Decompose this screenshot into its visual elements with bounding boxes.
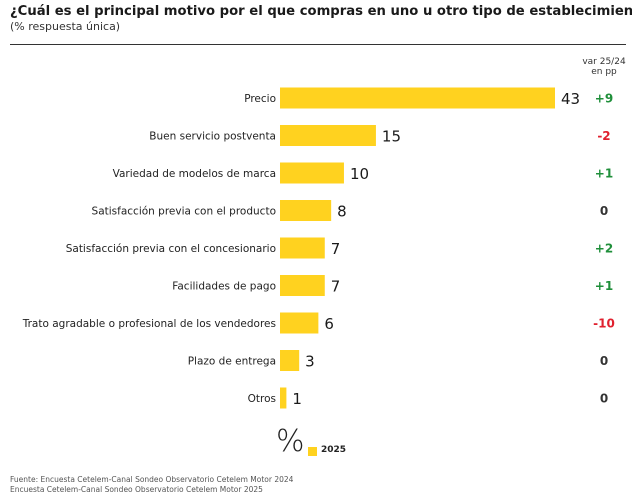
value-label: 15 xyxy=(382,128,401,146)
bar xyxy=(280,275,325,296)
variation-label: +1 xyxy=(595,279,613,293)
value-label: 10 xyxy=(350,165,369,183)
variation-label: +2 xyxy=(595,242,613,256)
variation-header-line2: en pp xyxy=(591,67,617,77)
chart-title: ¿Cuál es el principal motivo por el que … xyxy=(10,4,632,19)
value-label: 6 xyxy=(324,315,334,333)
category-label: Satisfacción previa con el concesionario xyxy=(66,243,276,255)
category-label: Buen servicio postventa xyxy=(149,131,276,143)
bar xyxy=(280,350,300,371)
bar xyxy=(280,237,325,259)
variation-header-line1: var 25/24 xyxy=(582,57,626,67)
source-note: Fuente: Encuesta Cetelem-Canal Sondeo Ob… xyxy=(10,475,293,495)
value-label: 43 xyxy=(561,90,580,108)
value-label: 7 xyxy=(331,278,341,296)
value-label: 1 xyxy=(292,390,302,408)
variation-label: +1 xyxy=(595,167,613,181)
variation-header: var 25/24 en pp xyxy=(578,57,630,77)
bar xyxy=(280,200,332,221)
variation-label: +9 xyxy=(595,92,613,106)
legend-percent-symbol: % xyxy=(276,424,305,459)
value-label: 8 xyxy=(337,203,347,221)
variation-label: -10 xyxy=(593,317,615,331)
bar xyxy=(280,387,287,409)
category-label: Plazo de entrega xyxy=(188,356,276,368)
source-line-2: Encuesta Cetelem-Canal Sondeo Observator… xyxy=(10,485,263,494)
value-label: 3 xyxy=(305,353,315,371)
chart-subtitle: (% respuesta única) xyxy=(10,20,121,33)
legend-label-2025: 2025 xyxy=(321,445,347,455)
variation-label: 0 xyxy=(600,392,608,406)
category-label: Trato agradable o profesional de los ven… xyxy=(22,318,276,330)
category-label: Satisfacción previa con el producto xyxy=(92,206,276,218)
category-label: Variedad de modelos de marca xyxy=(113,168,276,180)
bar xyxy=(280,312,319,334)
bar xyxy=(280,162,344,184)
variation-label: -2 xyxy=(597,129,610,143)
title-divider xyxy=(10,44,626,45)
bar xyxy=(280,125,376,146)
bar xyxy=(280,87,555,109)
category-label: Precio xyxy=(244,93,276,105)
source-line-1: Fuente: Encuesta Cetelem-Canal Sondeo Ob… xyxy=(10,475,294,484)
value-label: 7 xyxy=(331,240,341,258)
category-label: Otros xyxy=(248,393,276,405)
category-label: Facilidades de pago xyxy=(172,281,276,293)
variation-label: 0 xyxy=(600,204,608,218)
legend-swatch-2025 xyxy=(308,447,317,456)
variation-label: 0 xyxy=(600,354,608,368)
